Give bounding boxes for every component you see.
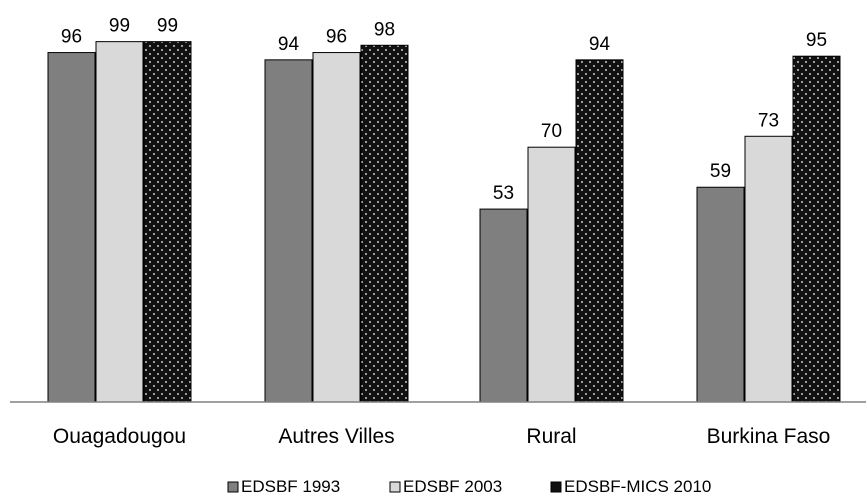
data-label-autres-villes-edsbf-1993: 94 — [278, 34, 300, 55]
data-label-burkina-faso-edsbf-1993: 59 — [710, 161, 731, 182]
category-label-rural: Rural — [526, 425, 576, 448]
legend-label-edsbf-1993: EDSBF 1993 — [241, 477, 340, 496]
data-label-rural-edsbf-mics-2010: 94 — [589, 34, 611, 55]
legend-swatch-edsbf-mics-2010 — [550, 481, 562, 493]
data-label-burkina-faso-edsbf-mics-2010: 95 — [806, 30, 827, 51]
data-label-ouagadougou-edsbf-1993: 96 — [61, 27, 82, 48]
data-label-rural-edsbf-2003: 70 — [541, 121, 562, 142]
bar-ouagadougou-edsbf-1993 — [47, 52, 96, 403]
bar-burkina-faso-edsbf-mics-2010 — [792, 55, 841, 403]
data-label-autres-villes-edsbf-2003: 96 — [326, 27, 347, 48]
bar-rural-edsbf-mics-2010 — [575, 59, 624, 403]
bar-rural-edsbf-1993 — [479, 208, 528, 403]
legend-label-edsbf-2003: EDSBF 2003 — [403, 477, 502, 496]
bar-ouagadougou-edsbf-2003 — [95, 41, 144, 403]
legend-swatch-edsbf-1993 — [227, 481, 239, 493]
bar-ouagadougou-edsbf-mics-2010 — [143, 41, 192, 403]
legend-label-edsbf-mics-2010: EDSBF-MICS 2010 — [564, 477, 711, 496]
bars-layer — [47, 41, 841, 403]
data-label-burkina-faso-edsbf-2003: 73 — [758, 110, 779, 131]
legend-swatch-edsbf-2003 — [389, 481, 401, 493]
category-label-burkina-faso: Burkina Faso — [707, 425, 831, 448]
bar-autres-villes-edsbf-2003 — [312, 52, 361, 403]
data-label-ouagadougou-edsbf-2003: 99 — [109, 16, 130, 37]
bar-rural-edsbf-2003 — [527, 146, 576, 403]
category-label-autres-villes: Autres Villes — [278, 425, 394, 448]
bar-autres-villes-edsbf-1993 — [264, 59, 313, 403]
category-label-ouagadougou: Ouagadougou — [53, 425, 186, 448]
data-label-ouagadougou-edsbf-mics-2010: 99 — [157, 16, 178, 37]
bar-autres-villes-edsbf-mics-2010 — [360, 44, 409, 403]
labels-layer: 96 99 99 Ouagadougou 94 96 98 Autres Villes 53 70… — [53, 16, 830, 448]
bar-burkina-faso-edsbf-1993 — [696, 186, 745, 403]
bar-burkina-faso-edsbf-2003 — [744, 135, 793, 403]
data-label-rural-edsbf-1993: 53 — [493, 183, 514, 204]
legend: EDSBF 1993 EDSBF 2003 EDSBF-MICS 2010 — [227, 477, 711, 496]
data-label-autres-villes-edsbf-mics-2010: 98 — [374, 19, 395, 40]
